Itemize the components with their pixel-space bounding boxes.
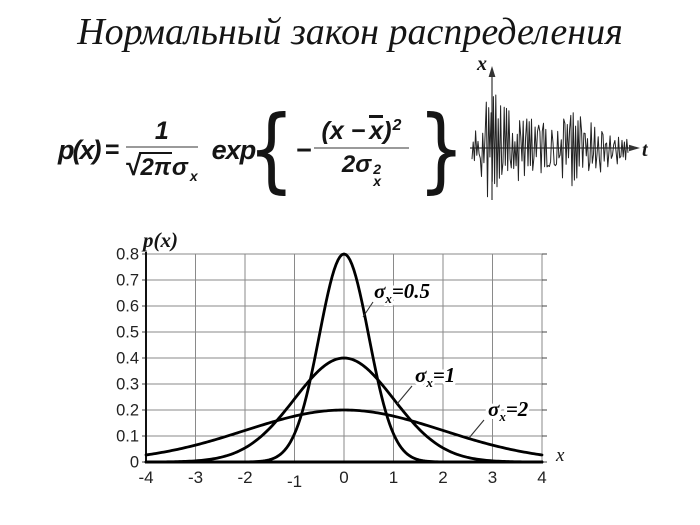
fraction2-denominator: 2σ 2 x — [341, 149, 382, 189]
y-tick-label: 0.1 — [116, 428, 139, 446]
sigma-sub-x: x — [373, 172, 382, 189]
curve-sigma-2 — [144, 408, 544, 457]
y-tick-label: 0.7 — [116, 272, 139, 290]
y-tick-label: 0 — [130, 454, 139, 472]
radical-sign: √ — [126, 150, 141, 182]
exp-operator: exp — [211, 134, 257, 165]
x-tick-label: 1 — [389, 468, 398, 487]
x-tick-label: -4 — [138, 468, 153, 487]
x-tick-label: 0 — [339, 468, 348, 487]
numerator-square: 2 — [392, 117, 402, 135]
open-brace: { — [248, 96, 295, 203]
distribution-chart: 0 0.1 0.2 0.3 0.4 0.5 0.6 0.7 0.8 -4 -3 -2 -1 0 1 2 3 4 p(… — [116, 228, 565, 491]
fraction1-bar — [126, 146, 198, 149]
sigma-square: 2 — [373, 160, 382, 177]
noise-t-axis-label: t — [642, 139, 649, 161]
sigma-symbol: σ — [171, 154, 188, 182]
y-axis-title: p(x) — [141, 228, 178, 252]
fraction1-numerator: 1 — [154, 116, 169, 145]
x-axis-title: x — [555, 445, 565, 466]
sigma-subscript: x — [189, 168, 198, 185]
x-tick-label: -1 — [287, 472, 302, 491]
formula-fraction-coefficient: 1 √2πσ x — [126, 116, 198, 185]
noise-t-axis-arrow — [629, 144, 640, 152]
x-tick-label: -3 — [188, 468, 203, 487]
curve-annotation-sigma-2: σx=2 — [488, 397, 529, 424]
density-formula: p(x) = 1 √2πσ x exp { − (x − x)2 2σ 2 x } — [58, 102, 471, 198]
page-title: Нормальный закон распределения — [77, 11, 623, 53]
fraction2-bar — [313, 146, 410, 149]
y-tick-label: 0.3 — [116, 376, 139, 394]
x-tick-label: 4 — [537, 468, 546, 487]
x-tick-label: -2 — [237, 468, 252, 487]
y-tick-label: 0.5 — [116, 324, 139, 342]
x-tick-label: 2 — [438, 468, 447, 487]
annotation-leader-line — [396, 385, 413, 405]
annotation-leader-line — [468, 419, 485, 439]
noise-waveform — [471, 94, 629, 198]
curve-sigma-1 — [144, 356, 544, 464]
y-tick-label: 0.2 — [116, 402, 139, 420]
curve-annotation-sigma-0.5: σx=0.5 — [374, 279, 430, 306]
annotation-leader-line — [362, 301, 374, 318]
x-bar: x — [369, 115, 384, 146]
noise-signal-sketch: xt — [470, 53, 649, 200]
minus-sign: − — [295, 134, 312, 165]
curve-sigma-0.5 — [144, 252, 544, 464]
y-tick-label: 0.8 — [116, 246, 139, 264]
noise-y-axis-arrow — [488, 66, 496, 77]
equals-sign: = — [104, 135, 120, 164]
curve-annotation-sigma-1: σx=1 — [415, 363, 455, 390]
y-tick-label: 0.6 — [116, 298, 139, 316]
fraction2-numerator: (x − x)2 — [314, 115, 410, 146]
denominator-sigma: σ — [355, 150, 372, 178]
noise-x-axis-label: x — [476, 53, 487, 75]
numerator-close: ) — [383, 117, 392, 146]
formula-lhs: p(x) — [58, 134, 101, 165]
close-brace: } — [418, 96, 466, 203]
y-tick-label: 0.4 — [116, 350, 139, 368]
radicand-2pi: 2π — [139, 152, 172, 182]
denominator-coefficient: 2 — [341, 150, 356, 178]
x-tick-label: 3 — [488, 468, 497, 487]
formula-fraction-exponent: (x − x)2 2σ 2 x — [313, 115, 410, 189]
numerator-open: (x − — [321, 117, 366, 146]
fraction1-denominator: √2πσ x — [126, 148, 198, 185]
